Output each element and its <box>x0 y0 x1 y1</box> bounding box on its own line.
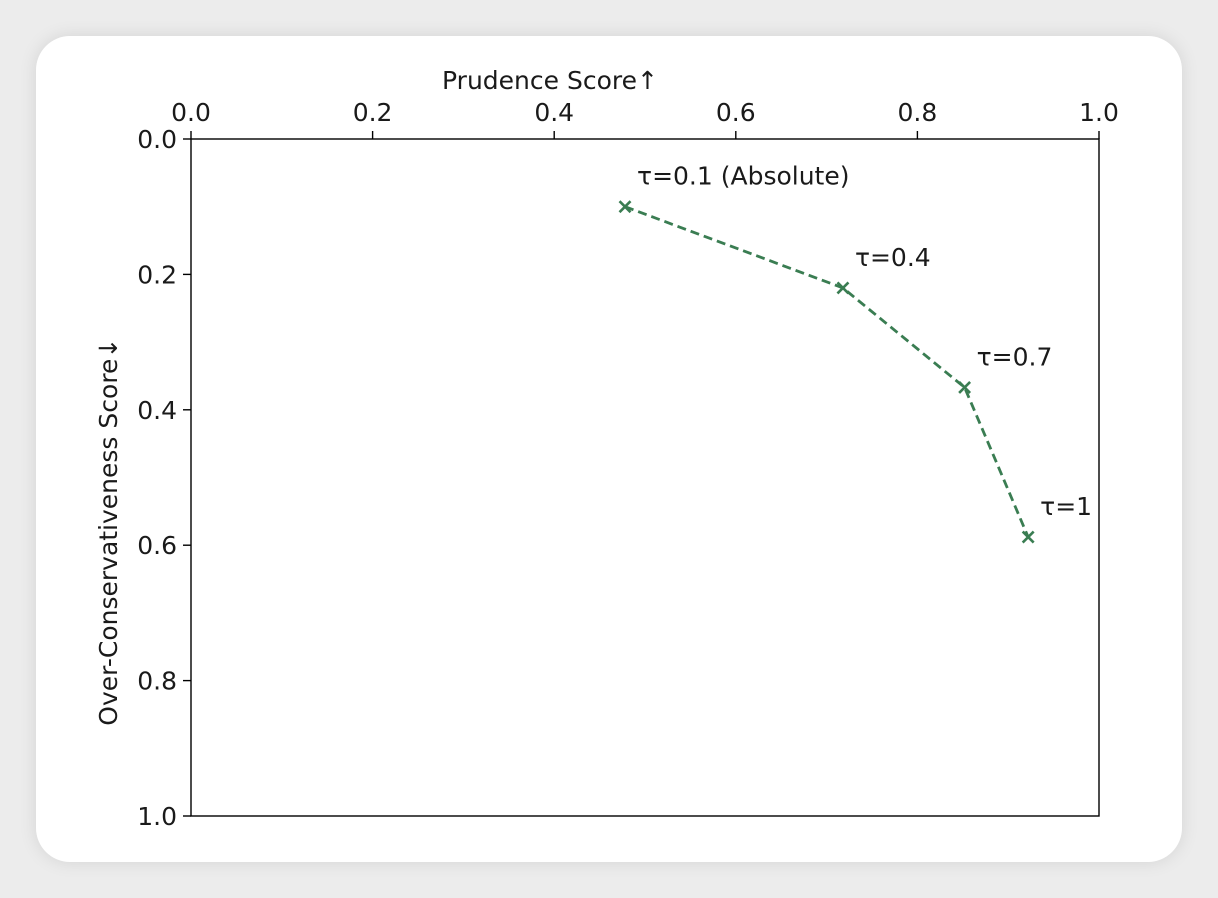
x-tick-label: 0.4 <box>534 98 574 127</box>
data-point-label: τ=0.1 (Absolute) <box>637 162 849 191</box>
y-axis-label: Over-Conservativeness Score↓ <box>94 338 123 726</box>
y-tick-label: 0.2 <box>137 260 177 289</box>
y-axis-ticks: 0.0 0.2 0.4 0.6 0.8 1.0 <box>137 125 191 831</box>
series-line <box>624 205 1030 538</box>
data-point-marker <box>618 200 632 214</box>
data-point-label: τ=0.7 <box>977 342 1053 371</box>
series-layer: τ=0.1 (Absolute) τ=0.4 τ=0.7 τ=1 <box>618 162 1092 544</box>
data-point-label: τ=0.4 <box>855 243 931 272</box>
y-tick-label: 1.0 <box>137 802 177 831</box>
y-tick-label: 0.8 <box>137 667 177 696</box>
y-tick-label: 0.0 <box>137 125 177 154</box>
plot-frame <box>190 138 1100 817</box>
data-point-marker <box>1021 530 1035 544</box>
x-tick-label: 0.8 <box>898 98 938 127</box>
x-tick-label: 0.0 <box>171 98 211 127</box>
data-point-marker <box>958 381 972 394</box>
x-tick-label: 0.6 <box>716 98 756 127</box>
y-tick-label: 0.6 <box>137 531 177 560</box>
x-tick-label: 1.0 <box>1079 98 1119 127</box>
x-axis-ticks: 0.0 0.2 0.4 0.6 0.8 1.0 <box>171 98 1119 139</box>
y-tick-label: 0.4 <box>137 396 177 425</box>
data-point-label: τ=1 <box>1040 492 1092 521</box>
x-tick-label: 0.2 <box>353 98 393 127</box>
data-point-marker <box>836 281 850 295</box>
x-axis-label: Prudence Score↑ <box>442 66 658 95</box>
